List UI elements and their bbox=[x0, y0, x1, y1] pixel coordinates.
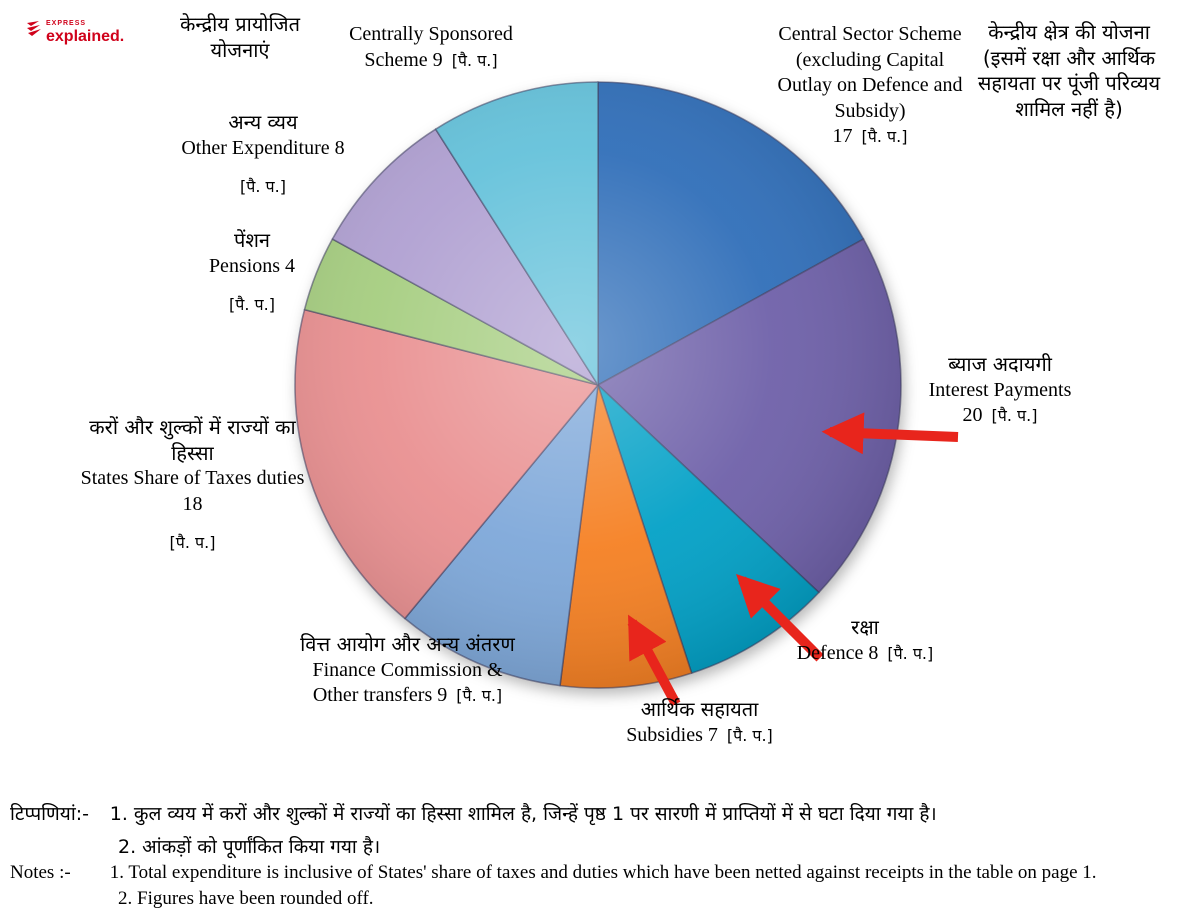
states-share-hindi-label: करों और शुल्कों में राज्यों का हिस्सा bbox=[89, 415, 296, 465]
interest-payments-figure-line: 20 [पै. प.] bbox=[905, 403, 1095, 429]
arrow-defence bbox=[736, 574, 824, 662]
callout-pensions: पेंशन Pensions 4 [पै. प.] bbox=[172, 228, 332, 316]
pensions-hindi-label: पेंशन bbox=[233, 228, 271, 252]
callout-other-expenditure: अन्य व्यय Other Expenditure 8 [पै. प.] bbox=[158, 110, 368, 198]
central-sector-figure-line: 17 [पै. प.] bbox=[770, 124, 970, 150]
centrally-sponsored-hindi-label: केन्द्रीय प्रायोजित योजनाएं bbox=[179, 12, 301, 62]
callout-centrally-sponsored-hindi: केन्द्रीय प्रायोजित योजनाएं bbox=[148, 12, 332, 63]
interest-payments-unit: [पै. प.] bbox=[991, 406, 1038, 426]
callout-central-sector-hindi: केन्द्रीय क्षेत्र की योजना (इसमें रक्षा … bbox=[968, 20, 1170, 122]
express-logo-icon bbox=[27, 21, 41, 36]
subsidies-english-label: Subsidies 7 [पै. प.] bbox=[592, 723, 807, 749]
centrally-sponsored-text: Centrally Sponsored Scheme 9 bbox=[349, 23, 513, 71]
notes-english-text-1: 1. Total expenditure is inclusive of Sta… bbox=[109, 862, 1097, 883]
subsidies-text: Subsidies 7 bbox=[626, 723, 718, 746]
callout-centrally-sponsored-english: Centrally Sponsored Scheme 9 [पै. प.] bbox=[322, 22, 540, 73]
finance-commission-unit: [पै. प.] bbox=[456, 686, 503, 706]
callout-subsidies: आर्थिक सहायता Subsidies 7 [पै. प.] bbox=[592, 697, 807, 748]
callout-interest-payments: ब्याज अदायगी Interest Payments 20 [पै. प… bbox=[905, 352, 1095, 429]
central-sector-hindi-label: केन्द्रीय क्षेत्र की योजना (इसमें रक्षा … bbox=[977, 20, 1161, 121]
central-sector-unit: [पै. प.] bbox=[861, 127, 908, 147]
note-english-line-2: 2. Figures have been rounded off. bbox=[118, 888, 1200, 910]
central-sector-english-label: Central Sector Scheme (excluding Capital… bbox=[777, 23, 963, 122]
callout-finance-commission: वित्त आयोग और अन्य अंतरण Finance Commiss… bbox=[295, 632, 520, 709]
notes-hindi-text-1: 1. कुल व्यय में करों और शुल्कों में राज्… bbox=[109, 803, 937, 825]
arrow-subsidies bbox=[627, 614, 681, 707]
defence-english-label: Defence 8 [पै. प.] bbox=[765, 641, 965, 667]
interest-payments-hindi-label: ब्याज अदायगी bbox=[948, 352, 1052, 376]
express-logo-text: EXPRESS explained. bbox=[46, 20, 124, 45]
notes-english-text-2: 2. Figures have been rounded off. bbox=[118, 888, 374, 909]
defence-unit: [पै. प.] bbox=[887, 643, 934, 663]
callout-states-share: करों और शुल्कों में राज्यों का हिस्सा St… bbox=[80, 415, 305, 554]
finance-commission-english-label: Finance Commission & Other transfers 9 [… bbox=[295, 658, 520, 709]
defence-hindi-label: रक्षा bbox=[851, 615, 879, 639]
centrally-sponsored-unit: [पै. प.] bbox=[451, 50, 498, 70]
states-share-unit: [पै. प.] bbox=[169, 533, 216, 553]
notes-english-label: Notes :- bbox=[10, 862, 71, 883]
express-explained-logo: EXPRESS explained. bbox=[26, 20, 124, 45]
interest-payments-figure: 20 bbox=[962, 404, 983, 427]
subsidies-unit: [पै. प.] bbox=[726, 725, 773, 745]
notes-hindi-label: टिप्पणियां:- bbox=[10, 803, 89, 825]
arrow-interest-payments bbox=[821, 412, 959, 455]
other-expenditure-hindi-label: अन्य व्यय bbox=[228, 110, 298, 134]
notes-hindi-text-2: 2. आंकड़ों को पूर्णांकित किया गया है। bbox=[118, 836, 381, 858]
callout-defence: रक्षा Defence 8 [पै. प.] bbox=[765, 615, 965, 666]
express-brand-label: EXPRESS bbox=[46, 20, 87, 27]
callout-central-sector-english: Central Sector Scheme (excluding Capital… bbox=[770, 22, 970, 150]
other-expenditure-english-label: Other Expenditure 8 bbox=[181, 136, 345, 159]
pensions-unit: [पै. प.] bbox=[229, 295, 275, 315]
pensions-english-label: Pensions 4 bbox=[208, 254, 296, 277]
subsidies-hindi-label: आर्थिक सहायता bbox=[640, 697, 759, 721]
note-english-line-1: Notes :- 1. Total expenditure is inclusi… bbox=[10, 862, 1195, 884]
interest-payments-english-label: Interest Payments bbox=[928, 378, 1072, 401]
centrally-sponsored-english-label: Centrally Sponsored Scheme 9 [पै. प.] bbox=[322, 22, 540, 73]
pie-slices-group bbox=[294, 81, 902, 689]
explained-label: explained. bbox=[46, 28, 125, 45]
defence-text: Defence 8 bbox=[796, 641, 879, 664]
states-share-english-label: States Share of Taxes duties 18 bbox=[80, 467, 305, 515]
central-sector-figure: 17 bbox=[832, 125, 853, 148]
other-expenditure-unit: [पै. प.] bbox=[240, 177, 286, 197]
note-hindi-line-1: टिप्पणियां:- 1. कुल व्यय में करों और शुल… bbox=[10, 800, 1195, 826]
finance-commission-hindi-label: वित्त आयोग और अन्य अंतरण bbox=[300, 632, 515, 656]
note-hindi-line-2: 2. आंकड़ों को पूर्णांकित किया गया है। bbox=[118, 833, 1200, 859]
